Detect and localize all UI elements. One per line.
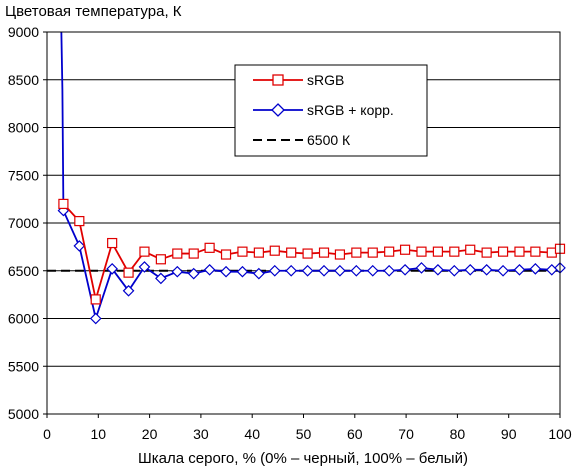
point-srgb-29 (530, 246, 541, 257)
plot-frame (46, 31, 561, 415)
point-srgb-17 (334, 249, 346, 260)
point-srgb-6 (155, 254, 166, 265)
x-axis-label: Шкала серого, % (0% – черный, 100% – бел… (138, 450, 468, 467)
point-srgb-corr-17 (334, 264, 346, 277)
point-srgb-corr-10 (220, 265, 232, 278)
point-srgb-27 (497, 246, 509, 257)
series-line-srgb-corr-spike (60, 31, 65, 211)
point-srgb-corr-11 (236, 265, 249, 278)
point-srgb-corr-27 (497, 264, 509, 277)
y-tick-label-6000: 6000 (8, 311, 39, 327)
y-tick-label-8000: 8000 (8, 120, 39, 136)
point-srgb-22 (416, 246, 427, 257)
series-line-srgb-corr (62, 210, 561, 320)
point-srgb-25 (465, 244, 476, 255)
x-tick-label-60: 60 (347, 426, 363, 442)
point-srgb-16 (318, 247, 330, 258)
point-srgb-corr-20 (383, 264, 396, 277)
point-srgb-corr-4 (122, 284, 135, 297)
point-srgb-10 (220, 249, 232, 260)
x-tick-label-80: 80 (450, 426, 466, 442)
point-srgb-corr-22 (415, 262, 428, 274)
y-tick-label-7000: 7000 (8, 215, 39, 231)
legend-label-srgb-corr: sRGB + корр. (307, 102, 394, 118)
point-srgb-corr-3 (106, 262, 118, 275)
y-tick-labels: 5000 5500 6000 6500 7000 7500 8000 8500 9000 (8, 24, 39, 422)
point-srgb-13 (269, 245, 280, 256)
point-srgb-5 (139, 246, 150, 257)
x-tick-label-90: 90 (501, 426, 517, 442)
y-tick-label-6500: 6500 (8, 263, 39, 279)
point-srgb-corr-23 (432, 263, 444, 276)
point-srgb-corr-16 (318, 264, 330, 277)
x-tick-label-70: 70 (398, 426, 414, 442)
point-srgb-7 (172, 248, 183, 259)
point-srgb-corr-14 (285, 264, 298, 277)
point-srgb-23 (432, 246, 444, 257)
y-tick-label-9000: 9000 (8, 24, 39, 40)
legend: sRGB sRGB + корр. 6500 К (234, 64, 428, 157)
point-srgb-26 (481, 247, 492, 258)
point-srgb-19 (367, 247, 378, 258)
x-tick-label-10: 10 (91, 426, 107, 442)
legend-marker-srgb (272, 74, 284, 86)
point-srgb-15 (302, 248, 313, 259)
y-tick-label-5500: 5500 (8, 358, 39, 374)
point-srgb-14 (286, 247, 297, 258)
y-tick-label-5000: 5000 (8, 406, 39, 422)
legend-label-srgb: sRGB (307, 72, 344, 88)
point-srgb-corr-1 (73, 240, 86, 252)
point-srgb-corr-26 (480, 263, 493, 276)
x-tick-labels: 0 10 20 30 40 50 60 70 80 90 100 (43, 414, 572, 442)
series-group (47, 31, 566, 325)
chart-title: Цветовая температура, К (5, 3, 182, 20)
point-srgb-18 (351, 247, 362, 258)
x-tick-label-30: 30 (193, 426, 209, 442)
point-srgb-20 (384, 246, 395, 257)
x-tick-label-100: 100 (548, 426, 572, 442)
point-srgb-corr-9 (203, 263, 216, 276)
point-srgb-corr-7 (171, 265, 184, 278)
point-srgb-corr-21 (399, 263, 411, 276)
y-tick-label-7500: 7500 (8, 167, 39, 183)
point-srgb-24 (449, 246, 460, 257)
point-srgb-3 (107, 237, 118, 249)
x-tick-label-40: 40 (244, 426, 260, 442)
point-srgb-21 (399, 244, 411, 255)
y-tick-label-8500: 8500 (8, 72, 39, 88)
point-srgb-corr-18 (350, 264, 363, 277)
point-srgb-12 (253, 247, 264, 258)
point-srgb-9 (204, 242, 215, 253)
point-srgb-corr-2 (89, 312, 102, 325)
point-srgb-8 (188, 248, 199, 259)
x-tick-label-20: 20 (142, 426, 158, 442)
point-srgb-1 (74, 215, 85, 227)
point-srgb-4 (123, 267, 134, 278)
x-tick-label-0: 0 (43, 426, 51, 442)
legend-marker-srgb-corr (271, 103, 285, 117)
point-srgb-corr-5 (138, 261, 151, 273)
point-srgb-corr-6 (155, 272, 167, 285)
point-srgb-corr-25 (464, 263, 477, 276)
point-srgb-corr-24 (448, 264, 461, 277)
point-srgb-corr-13 (268, 264, 281, 277)
point-srgb-corr-28 (513, 263, 526, 276)
point-srgb-corr-19 (366, 264, 379, 277)
point-srgb-corr-8 (187, 267, 200, 280)
legend-label-6500: 6500 К (307, 132, 351, 148)
point-srgb-corr-29 (529, 262, 542, 275)
point-srgb-28 (514, 246, 525, 257)
x-tick-label-50: 50 (296, 426, 312, 442)
point-srgb-0 (58, 198, 69, 209)
point-srgb-2 (90, 294, 101, 305)
point-srgb-corr-30 (545, 263, 558, 276)
point-srgb-corr-12 (253, 267, 265, 280)
point-srgb-11 (237, 246, 248, 257)
point-srgb-corr-15 (301, 264, 314, 277)
